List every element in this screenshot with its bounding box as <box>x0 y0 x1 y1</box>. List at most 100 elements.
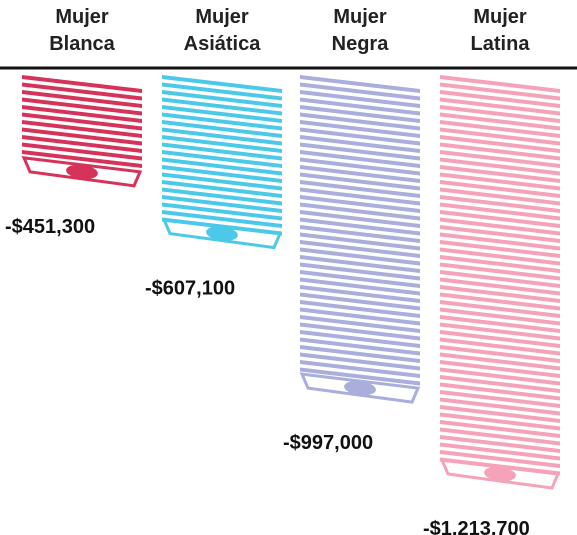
stack-stripe <box>162 90 282 108</box>
stack-stripe <box>440 232 560 251</box>
stack-stripe <box>440 247 560 266</box>
stack-stripe <box>440 255 560 273</box>
stack-stripe <box>22 90 142 108</box>
stack-stripe <box>300 165 420 183</box>
stack-stripe <box>300 97 420 116</box>
stack-stripe <box>440 352 560 371</box>
stack-stripe <box>300 270 420 288</box>
stack-stripe <box>300 82 420 101</box>
stack-stripe <box>22 120 142 138</box>
stack-stripe <box>440 210 560 228</box>
stack-stripe <box>300 135 420 153</box>
stack-stripe <box>300 277 420 296</box>
stack-stripe <box>440 375 560 393</box>
stack-stripe <box>440 412 560 431</box>
stack-stripe <box>440 82 560 101</box>
stack-stripe <box>162 135 282 153</box>
stack-stripe <box>440 277 560 296</box>
value-label: -$607,100 <box>145 278 235 300</box>
stack-stripe <box>162 127 282 146</box>
category-label: Mujer Latina <box>470 6 530 55</box>
stack-stripe <box>300 322 420 341</box>
stack-stripe <box>300 90 420 108</box>
stack-stripe <box>440 165 560 183</box>
stack-stripe <box>300 120 420 138</box>
stack-stripe <box>440 367 560 386</box>
stack-stripe <box>440 135 560 153</box>
stack-stripe <box>300 232 420 251</box>
stack-stripe <box>440 262 560 281</box>
stack-stripe <box>300 352 420 371</box>
stack-stripe <box>300 187 420 206</box>
stack-stripe <box>440 75 560 93</box>
stack-stripe <box>440 337 560 356</box>
stack-stripe <box>300 150 420 168</box>
stack-stripe <box>300 255 420 273</box>
stack-stripe <box>440 435 560 453</box>
stack-stripe <box>300 360 420 378</box>
money-stack <box>439 75 561 490</box>
stack-stripe <box>440 240 560 258</box>
stack-stripe <box>300 157 420 176</box>
stack-stripe <box>22 75 142 93</box>
stack-stripe <box>440 195 560 213</box>
stack-stripe <box>22 150 142 168</box>
stack-stripe <box>300 195 420 213</box>
stack-stripe <box>440 450 560 468</box>
money-stack <box>161 75 283 250</box>
stack-stripe <box>300 202 420 221</box>
stack-stripe <box>162 82 282 101</box>
stack-stripe <box>440 330 560 348</box>
stack-stripe <box>162 157 282 176</box>
stack-stripe <box>300 180 420 198</box>
stack-stripe <box>300 307 420 326</box>
stack-stripe <box>440 307 560 326</box>
money-stack <box>21 75 143 188</box>
stack-stripe <box>22 135 142 153</box>
stack-stripe <box>300 210 420 228</box>
stack-stripe <box>300 285 420 303</box>
bill <box>21 156 143 188</box>
stack-stripe <box>440 187 560 206</box>
stack-stripe <box>162 120 282 138</box>
value-label: -$451,300 <box>5 216 95 238</box>
stack-stripe <box>300 262 420 281</box>
stack-stripe <box>440 390 560 408</box>
stack-stripe <box>300 240 420 258</box>
stack-stripe <box>440 127 560 146</box>
stack-stripe <box>162 210 282 228</box>
stack-stripe <box>440 270 560 288</box>
stack-stripe <box>440 420 560 438</box>
stack-stripe <box>440 150 560 168</box>
stack-stripe <box>22 112 142 131</box>
stack-stripe <box>440 427 560 446</box>
stack-stripe <box>440 315 560 333</box>
stack-stripe <box>300 337 420 356</box>
stack-stripe <box>440 345 560 363</box>
stack-stripe <box>162 187 282 206</box>
stack-stripe <box>300 367 420 386</box>
stack-stripe <box>300 217 420 236</box>
stack-stripe <box>440 285 560 303</box>
stack-stripe <box>440 292 560 311</box>
stack-stripe <box>300 247 420 266</box>
stack-stripe <box>440 360 560 378</box>
stack-stripe <box>440 382 560 401</box>
stack-stripe <box>300 300 420 318</box>
stack-stripe <box>300 112 420 131</box>
stack-stripe <box>440 300 560 318</box>
stack-stripe <box>162 150 282 168</box>
stack-stripe <box>162 180 282 198</box>
bill-coin <box>344 380 376 396</box>
stack-stripe <box>440 397 560 416</box>
stack-stripe <box>162 172 282 191</box>
category-label: Mujer Blanca <box>49 6 115 55</box>
value-label: -$997,000 <box>283 432 373 454</box>
bill <box>439 458 561 490</box>
stack-stripe <box>300 225 420 243</box>
stack-stripe <box>300 330 420 348</box>
stack-stripe <box>300 127 420 146</box>
stack-stripe <box>22 142 142 161</box>
value-label: -$1,213,700 <box>423 518 530 535</box>
stack-stripe <box>162 165 282 183</box>
